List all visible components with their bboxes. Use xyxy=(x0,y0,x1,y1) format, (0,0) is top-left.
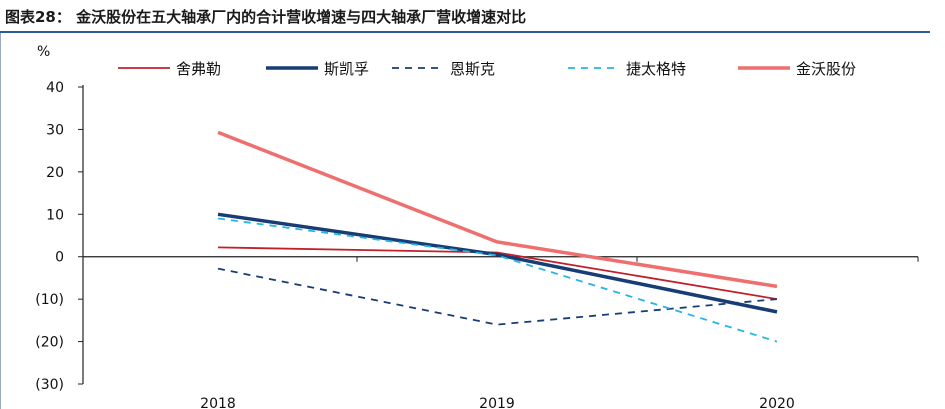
legend-item-3: 恩斯克 xyxy=(392,60,495,78)
y-tick-label: (30) xyxy=(35,377,64,393)
x-tick-label: 2020 xyxy=(759,396,795,409)
series-lines xyxy=(217,130,778,343)
series-line-4 xyxy=(217,217,778,343)
legend-label: 舍弗勒 xyxy=(176,60,221,78)
legend-label: 斯凯孚 xyxy=(324,60,369,78)
title-underline xyxy=(0,31,930,33)
series-line-3 xyxy=(217,267,778,326)
axes: 40 30 20 10 0 (10) (20) (30) 2018 2019 2020 xyxy=(35,80,919,409)
legend-item-1: 舍弗勒 xyxy=(118,60,221,78)
legend-label: 恩斯克 xyxy=(450,60,495,78)
legend-label: 捷太格特 xyxy=(626,60,686,78)
legend-item-2: 斯凯孚 xyxy=(266,60,369,78)
legend-item-4: 捷太格特 xyxy=(568,60,686,78)
y-tick-label: (10) xyxy=(35,292,64,308)
y-tick-label: 30 xyxy=(46,122,64,138)
y-axis-unit: % xyxy=(37,44,50,60)
figure-title: 图表28： 金沃股份在五大轴承厂内的合计营收增速与四大轴承厂营收增速对比 xyxy=(5,8,527,26)
series-line-5 xyxy=(217,130,778,289)
y-tick-label: 10 xyxy=(46,207,64,223)
y-tick-label: (20) xyxy=(35,335,64,351)
figure-header: 图表28： 金沃股份在五大轴承厂内的合计营收增速与四大轴承厂营收增速对比 xyxy=(0,0,930,33)
legend-item-5: 金沃股份 xyxy=(738,60,856,78)
y-tick-label: 40 xyxy=(46,80,64,96)
y-tick-label: 20 xyxy=(46,165,64,181)
y-tick-label: 0 xyxy=(55,250,64,266)
x-tick-label: 2019 xyxy=(479,396,515,409)
left-border xyxy=(0,33,1,409)
x-tick-label: 2018 xyxy=(200,396,236,409)
legend: 舍弗勒 斯凯孚 恩斯克 捷太格特 金沃股份 xyxy=(118,60,856,78)
legend-label: 金沃股份 xyxy=(796,60,856,78)
